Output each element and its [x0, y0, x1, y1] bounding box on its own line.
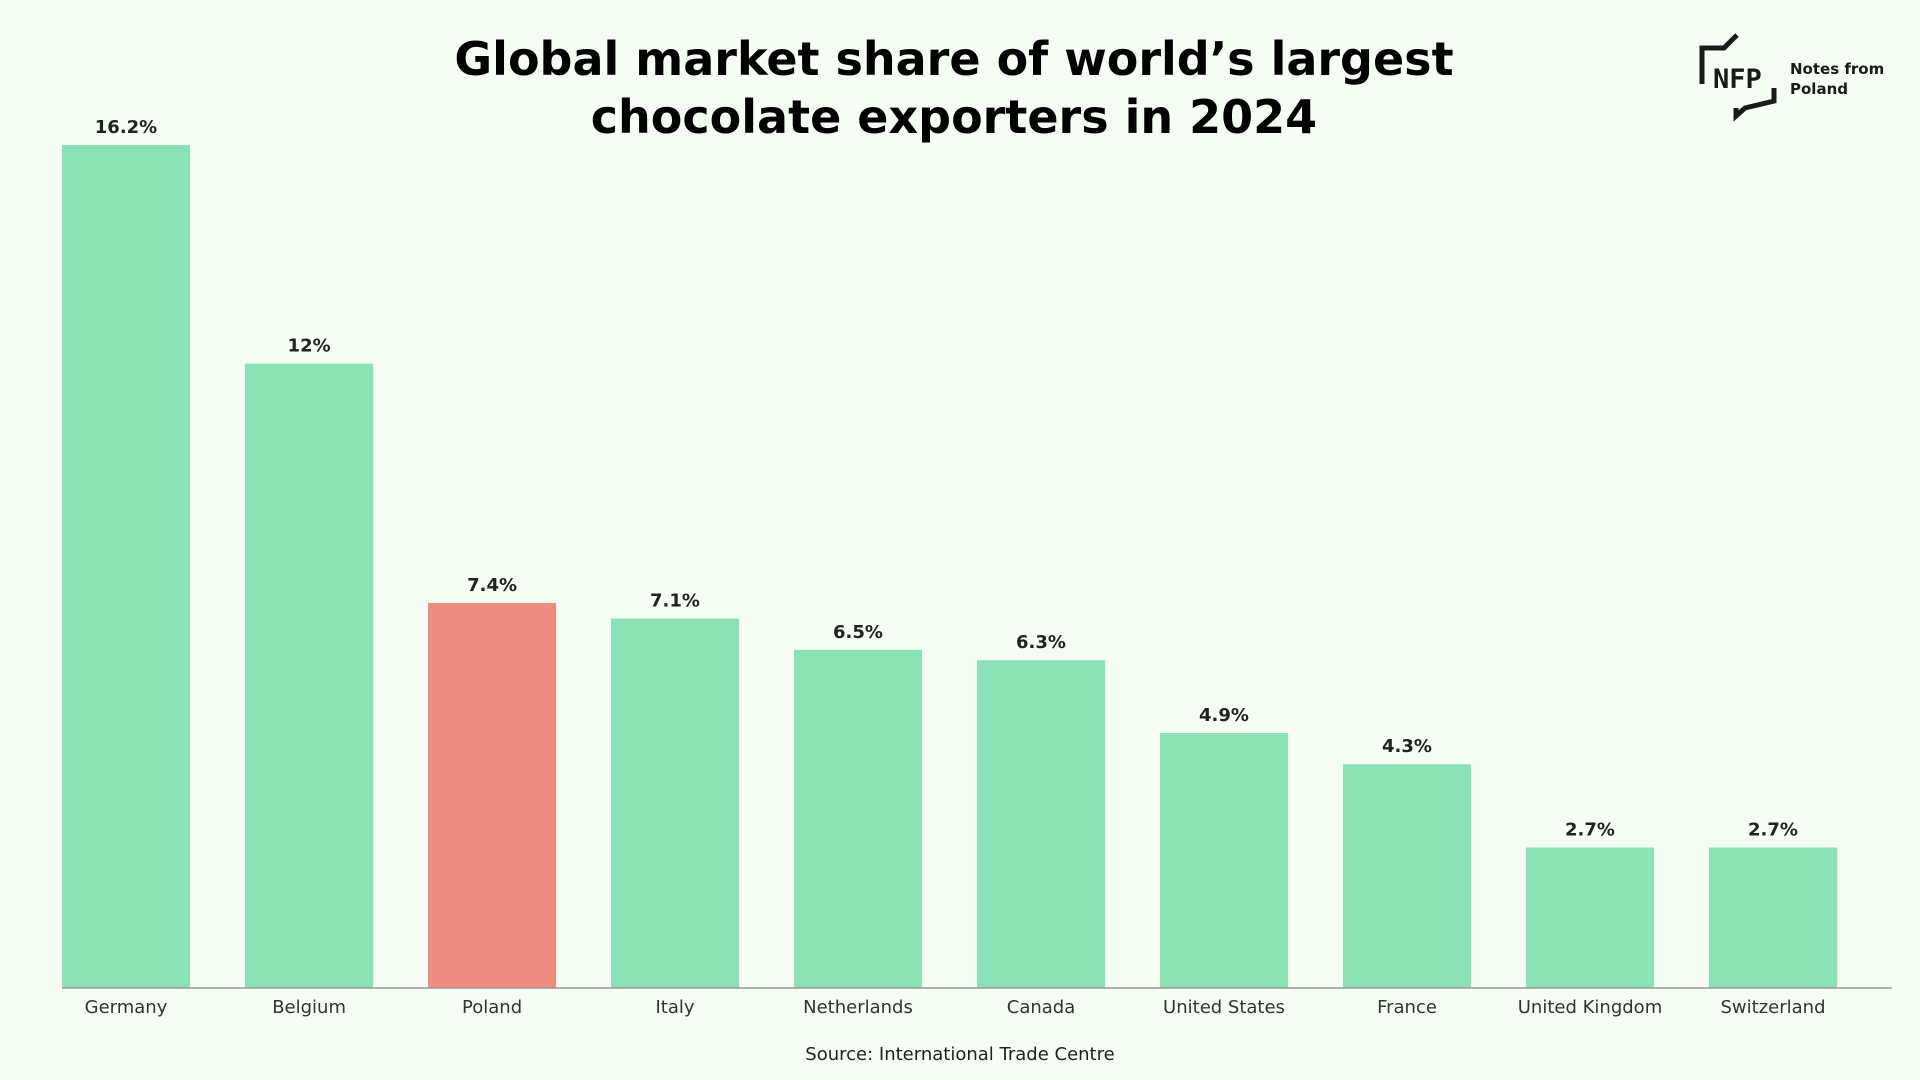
category-label-canada: Canada [1007, 997, 1076, 1018]
source-note: Source: International Trade Centre [805, 1044, 1114, 1065]
chart-title-line-2: chocolate exporters in 2024 [591, 90, 1317, 144]
category-label-italy: Italy [655, 997, 694, 1018]
value-label-belgium: 12% [288, 336, 331, 357]
chart-title-line-1: Global market share of world’s largest [454, 32, 1453, 86]
bar-germany [62, 145, 191, 988]
value-label-poland: 7.4% [467, 575, 517, 596]
value-label-canada: 6.3% [1016, 632, 1066, 653]
category-label-poland: Poland [462, 997, 522, 1018]
category-label-united-kingdom: United Kingdom [1518, 997, 1662, 1018]
value-label-united-states: 4.9% [1199, 705, 1249, 726]
bar-france [1343, 764, 1472, 988]
value-label-germany: 16.2% [95, 117, 157, 138]
category-label-belgium: Belgium [272, 997, 346, 1018]
category-label-france: France [1377, 997, 1437, 1018]
bar-united-kingdom [1526, 847, 1655, 988]
category-label-united-states: United States [1163, 997, 1285, 1018]
logo-bottom-bracket [1733, 88, 1777, 122]
bar-united-states [1160, 733, 1289, 988]
bar-canada [977, 660, 1106, 988]
bar-belgium [245, 363, 374, 989]
bar-netherlands [794, 649, 923, 988]
value-label-italy: 7.1% [650, 591, 700, 612]
logo-mark: NFP [1713, 64, 1762, 95]
bar-switzerland [1709, 847, 1838, 988]
bar-poland [428, 602, 557, 988]
category-label-germany: Germany [85, 997, 168, 1018]
value-label-france: 4.3% [1382, 736, 1432, 757]
category-label-netherlands: Netherlands [803, 997, 913, 1018]
bars-group [62, 145, 1838, 989]
logo-text-line-1: Notes from [1790, 60, 1884, 78]
value-labels-group: 16.2% 12% 7.4% 7.1% 6.5% 6.3% 4.9% 4.3% 2.7% 2.7% [95, 117, 1798, 841]
value-label-netherlands: 6.5% [833, 622, 883, 643]
logo-top-bracket [1699, 33, 1739, 84]
value-label-united-kingdom: 2.7% [1565, 820, 1615, 841]
category-labels-group: Germany Belgium Poland Italy Netherlands Cana… [85, 997, 1826, 1018]
logo-text-line-2: Poland [1790, 80, 1848, 98]
value-label-switzerland: 2.7% [1748, 820, 1798, 841]
nfp-logo-icon: NFP Notes from Poland [1699, 33, 1884, 122]
category-label-switzerland: Switzerland [1721, 997, 1826, 1018]
bar-italy [611, 618, 740, 988]
